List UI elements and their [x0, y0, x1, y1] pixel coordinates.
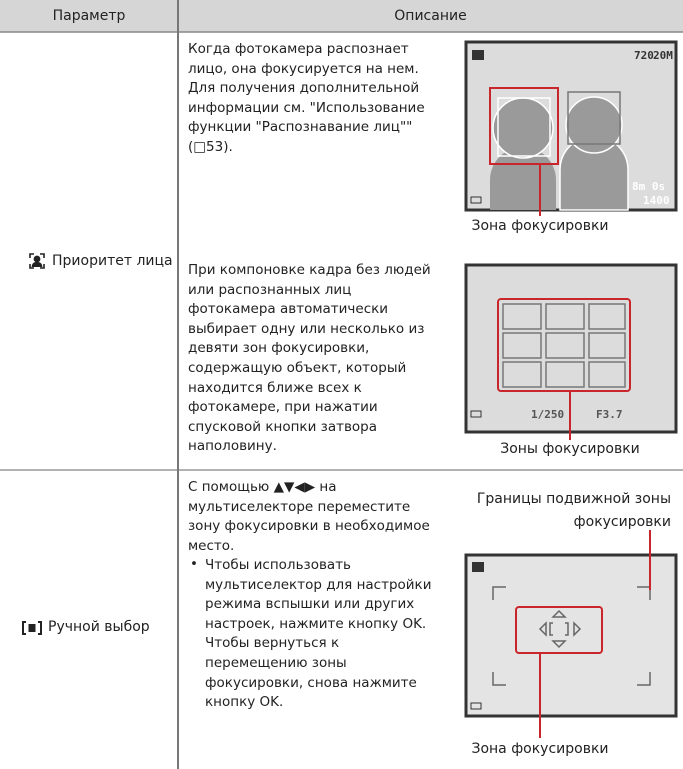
text-line: Когда фотокамера распознает [188, 41, 409, 57]
caption: Зоны фокусировки [500, 441, 640, 457]
text-line: наполовину. [188, 438, 277, 455]
text-line: выбирает одну или несколько из [188, 320, 425, 337]
text-line: зону фокусировки в необходимое [188, 518, 430, 535]
screen-text: F3.7 [596, 408, 623, 421]
text-line: находится ближе всех к [188, 379, 362, 396]
text-line: режима вспышки или других [205, 596, 415, 613]
text-line: кнопку OK. [205, 694, 284, 711]
row-label: Приоритет лица [52, 253, 173, 269]
caption: Зона фокусировки [471, 218, 609, 234]
text-line: фокусировки, снова нажмите [205, 674, 417, 691]
text-line: фокусировки [573, 514, 671, 530]
text-line: (□53). [188, 138, 233, 155]
text-line: место. [188, 537, 235, 554]
screen-text: 1/250 [531, 408, 564, 421]
bullet-text: Чтобы использовать мультиселектор для нас… [205, 556, 480, 713]
text-line: фотокамера автоматически [188, 301, 389, 318]
text-line: функции "Распознавание лиц"" [188, 119, 413, 136]
text-line: Чтобы вернуться к [205, 635, 340, 652]
text-line: спусковой кнопки затвора [188, 418, 378, 435]
screen-text: 20M [653, 49, 673, 62]
text-line: перемещению зоны [205, 654, 347, 671]
text-line: Для получения дополнительной [188, 80, 420, 97]
text-line: девяти зон фокусировки, [188, 340, 370, 357]
description: При компоновке кадра без людей или распоз… [188, 261, 463, 457]
text-line: информации см. "Использование [188, 99, 425, 116]
bullet: • [190, 556, 198, 572]
text-line: фотокамере, при нажатии [188, 399, 378, 416]
text-line: лицо, она фокусируется на нем. [188, 60, 419, 77]
description: С помощью ▲▼◀▶ на мультиселекторе перемес… [188, 478, 463, 556]
text-line: Границы подвижной зоны [476, 491, 671, 507]
text-line: мультиселектор для настройки [205, 576, 432, 593]
text-line: мультиселекторе переместите [188, 498, 411, 515]
text-line: содержащую объект, который [188, 359, 407, 376]
text-line: или распознанных лиц [188, 281, 352, 298]
caption: Зона фокусировки [471, 741, 609, 757]
header-desc: Описание [394, 8, 467, 24]
text-line: Чтобы использовать [205, 557, 352, 573]
text-line: При компоновке кадра без людей [188, 262, 431, 278]
screen-text: 8m 0s [632, 180, 665, 193]
description: Когда фотокамера распознает лицо, она фок… [188, 40, 463, 158]
screen-text: 720 [634, 49, 654, 62]
text-line: настроек, нажмите кнопку OK. [205, 615, 427, 632]
caption-top: Границы подвижной зоны фокусировки [477, 488, 671, 534]
header-param: Параметр [52, 8, 126, 24]
text-line: С помощью ▲▼◀▶ на [188, 479, 337, 495]
row-label: Ручной выбор [48, 619, 150, 635]
screen-text: 1400 [643, 194, 670, 207]
